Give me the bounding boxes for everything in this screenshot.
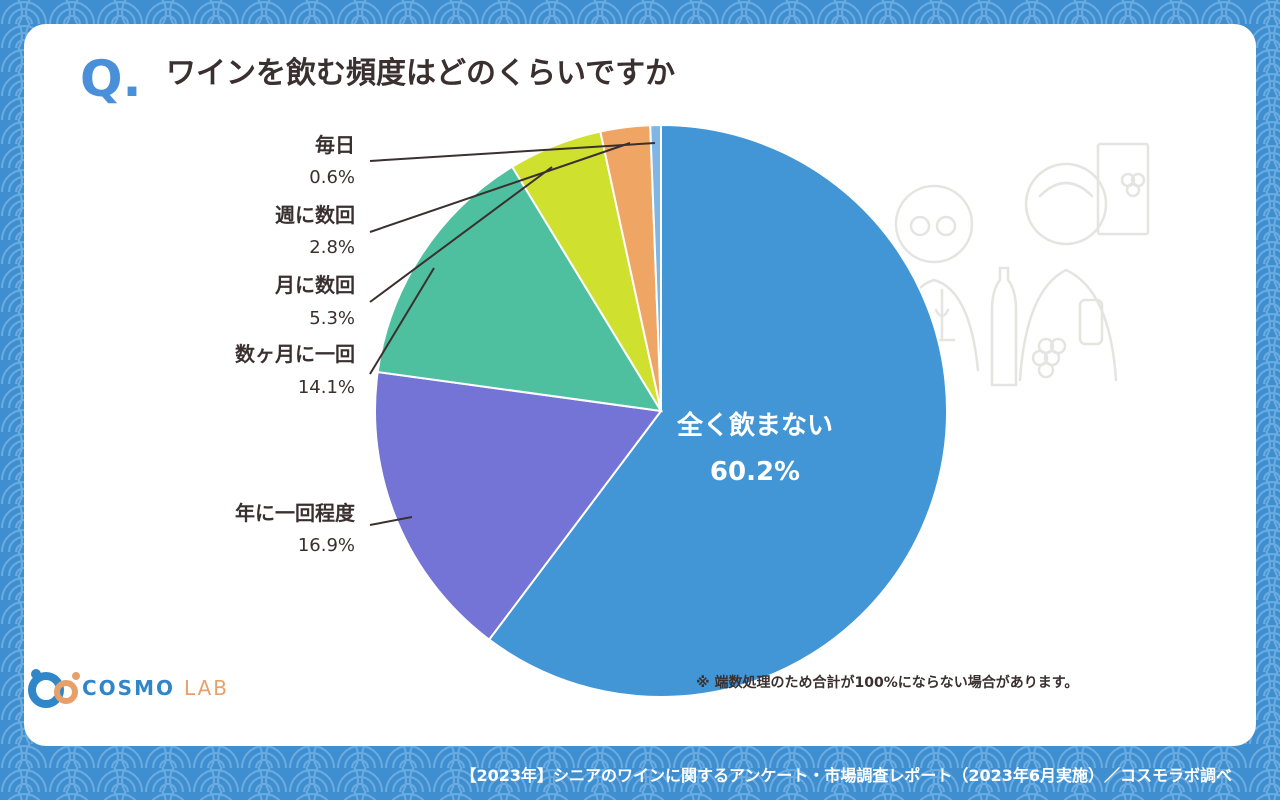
slice-value-0: 60.2% [710, 457, 800, 487]
footer-source: 【2023年】シニアのワインに関するアンケート・市場調査レポート（2023年6月… [460, 766, 1232, 785]
leader-line-2 [369, 267, 435, 375]
logo-word-cosmo: COSMO [82, 676, 175, 700]
slice-label-1: 年に一回程度 [235, 501, 356, 525]
slice-value-5: 0.6% [309, 167, 355, 188]
slice-label-3: 月に数回 [274, 273, 355, 297]
pie-slice-0 [487, 123, 948, 698]
pie-slice-5 [649, 123, 662, 412]
question-mark-label: Q. [80, 50, 142, 108]
pie-slice-1 [374, 370, 663, 641]
slice-value-2: 14.1% [298, 377, 355, 398]
slice-label-2: 数ヶ月に一回 [235, 342, 355, 366]
leader-line-1 [369, 516, 413, 526]
question-title: ワインを飲む頻度はどのくらいですか [166, 56, 676, 91]
slice-value-4: 2.8% [309, 237, 355, 258]
leader-line-5 [369, 142, 656, 162]
slice-value-1: 16.9% [298, 535, 355, 556]
pie-chart: 全く飲まない 60.2% 年に一回程度 16.9% 数ヶ月に一回 14.1% 月に数回 5.3… [235, 123, 948, 698]
leader-line-3 [369, 166, 553, 303]
leader-line-4 [369, 142, 631, 233]
pie-slice-2 [376, 165, 663, 413]
cosmo-lab-logo [28, 669, 80, 708]
slice-label-5: 毎日 [315, 133, 355, 157]
slice-value-3: 5.3% [309, 308, 355, 329]
logo-word-lab: LAB [183, 676, 229, 700]
slice-label-4: 週に数回 [275, 203, 355, 227]
rounding-note: ※ 端数処理のため合計が100%にならない場合があります。 [696, 675, 1079, 691]
slice-label-0: 全く飲まない [676, 410, 833, 441]
logo-wordmark: COSMO LAB [82, 676, 229, 700]
